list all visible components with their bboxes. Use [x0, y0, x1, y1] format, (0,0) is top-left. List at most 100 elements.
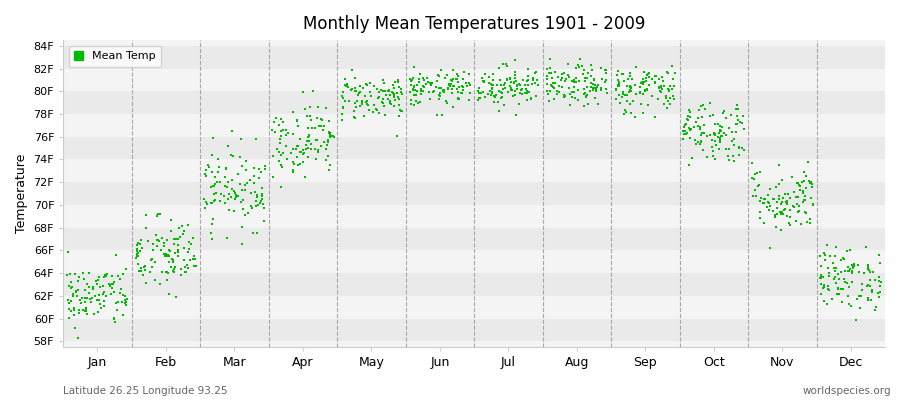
Point — [416, 83, 430, 89]
Point — [756, 200, 770, 206]
Point — [700, 132, 715, 139]
Point — [713, 136, 727, 143]
Point — [774, 201, 788, 207]
Point — [862, 283, 877, 289]
Point — [92, 292, 106, 298]
Point — [164, 217, 178, 223]
Point — [852, 305, 867, 312]
Point — [588, 95, 602, 101]
Point — [355, 101, 369, 108]
Point — [585, 66, 599, 73]
Point — [395, 91, 410, 97]
Point — [873, 289, 887, 295]
Point — [368, 106, 382, 112]
Point — [360, 100, 374, 107]
Point — [594, 87, 608, 93]
Point — [804, 195, 818, 201]
Point — [104, 282, 118, 288]
Point — [274, 184, 288, 190]
Point — [236, 197, 250, 203]
Point — [547, 85, 562, 91]
Point — [498, 84, 512, 91]
Point — [694, 138, 708, 144]
Point — [653, 89, 668, 96]
Point — [359, 98, 374, 105]
Point — [588, 85, 602, 91]
Point — [619, 92, 634, 98]
Point — [209, 190, 223, 196]
Point — [111, 298, 125, 305]
Point — [557, 70, 572, 76]
Point — [363, 88, 377, 95]
Point — [410, 87, 424, 94]
Point — [79, 308, 94, 314]
Point — [413, 71, 428, 77]
Point — [409, 98, 423, 104]
Point — [622, 88, 636, 95]
Point — [598, 67, 613, 74]
Point — [407, 84, 421, 90]
Point — [516, 77, 530, 83]
Point — [230, 171, 245, 178]
Point — [624, 88, 638, 95]
Point — [666, 93, 680, 99]
Point — [392, 84, 406, 90]
Point — [544, 82, 558, 88]
Point — [206, 183, 220, 190]
Point — [310, 115, 324, 121]
Point — [775, 177, 789, 183]
Point — [138, 267, 152, 273]
Point — [266, 153, 280, 160]
Point — [735, 120, 750, 126]
Point — [693, 123, 707, 130]
Point — [571, 97, 585, 103]
Point — [678, 122, 692, 128]
Point — [162, 253, 176, 260]
Point — [447, 82, 462, 89]
Point — [797, 196, 812, 203]
Point — [450, 76, 464, 83]
Point — [667, 82, 681, 89]
Point — [760, 199, 775, 206]
Point — [787, 204, 801, 210]
Point — [348, 114, 363, 121]
Point — [558, 93, 572, 100]
Point — [529, 69, 544, 75]
Point — [659, 93, 673, 99]
Point — [577, 86, 591, 92]
Point — [436, 86, 451, 93]
Point — [444, 77, 458, 84]
Point — [422, 89, 436, 95]
Point — [623, 83, 637, 90]
Point — [238, 187, 252, 194]
Point — [66, 291, 80, 298]
Point — [244, 202, 258, 209]
Point — [791, 209, 806, 215]
Point — [162, 290, 176, 297]
Point — [665, 86, 680, 92]
Point — [860, 264, 875, 270]
Point — [205, 221, 220, 227]
Point — [203, 230, 218, 236]
Point — [657, 101, 671, 107]
Point — [581, 70, 596, 76]
Point — [419, 75, 434, 82]
Point — [688, 137, 702, 144]
Point — [719, 132, 733, 138]
Point — [616, 71, 630, 77]
Point — [837, 256, 851, 262]
Point — [108, 319, 122, 326]
Point — [778, 199, 793, 206]
Point — [437, 75, 452, 82]
Point — [791, 180, 806, 186]
Point — [139, 225, 153, 231]
Point — [491, 99, 505, 105]
Point — [491, 65, 506, 71]
Point — [861, 297, 876, 303]
Point — [442, 81, 456, 88]
Point — [681, 162, 696, 168]
Point — [471, 88, 485, 94]
Bar — [63, 114, 885, 137]
Point — [732, 152, 746, 158]
Point — [711, 134, 725, 140]
